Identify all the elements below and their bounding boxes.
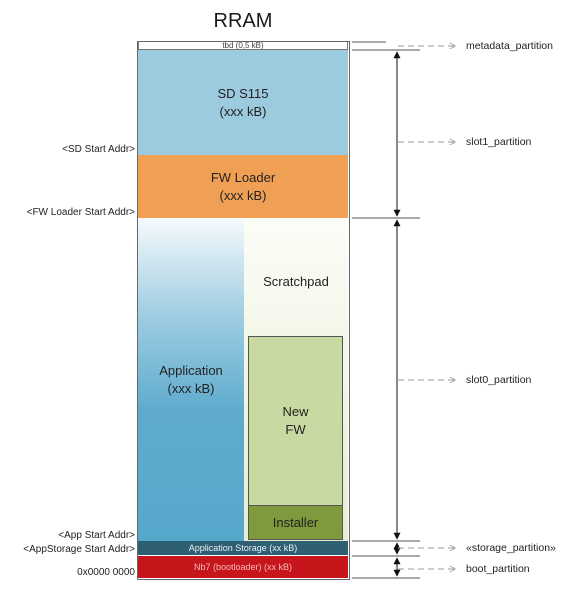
metadata-label: tbd (0,5 kB): [222, 40, 264, 50]
storage-partition-label: «storage_partition»: [466, 542, 556, 554]
fwloader-block: FW Loader (xxx kB): [138, 155, 348, 218]
boot-partition-label: boot_partition: [466, 563, 530, 575]
app-storage-block: Application Storage (xx kB): [138, 541, 348, 555]
sd-block: SD S115 (xxx kB): [138, 50, 348, 155]
application-name: Application: [159, 362, 223, 378]
newfw-line1: New: [282, 404, 309, 419]
app-start-address: <App Start Addr>: [58, 530, 135, 541]
metadata-partition-label: metadata_partition: [466, 40, 553, 52]
app-storage-label: Application Storage (xx kB): [188, 542, 298, 553]
installer-label: Installer: [272, 514, 319, 530]
fwloader-size: (xxx kB): [219, 187, 267, 203]
application-block: Application (xxx kB): [138, 218, 244, 541]
appstorage-start-address: <AppStorage Start Addr>: [23, 544, 135, 555]
slot1-partition-label: slot1_partition: [466, 136, 532, 148]
scratchpad-label: Scratchpad: [263, 274, 329, 289]
fwloader-start-address: <FW Loader Start Addr>: [26, 207, 135, 218]
application-size: (xxx kB): [167, 380, 215, 396]
diagram-title: RRAM: [213, 10, 273, 32]
bootloader-label: Nb7 (bootloader) (xx kB): [193, 561, 293, 572]
fwloader-name: FW Loader: [210, 169, 276, 185]
newfw-line2: FW: [285, 422, 306, 437]
newfw-block: New FW: [248, 336, 343, 506]
installer-block: Installer: [248, 505, 343, 540]
sd-name: SD S115: [217, 85, 269, 101]
bootloader-block: Nb7 (bootloader) (xx kB): [138, 556, 348, 578]
zero-address: 0x0000 0000: [77, 567, 135, 578]
slot0-partition-label: slot0_partition: [466, 374, 532, 386]
sd-start-address: <SD Start Addr>: [62, 144, 135, 155]
sd-size: (xxx kB): [219, 103, 267, 119]
